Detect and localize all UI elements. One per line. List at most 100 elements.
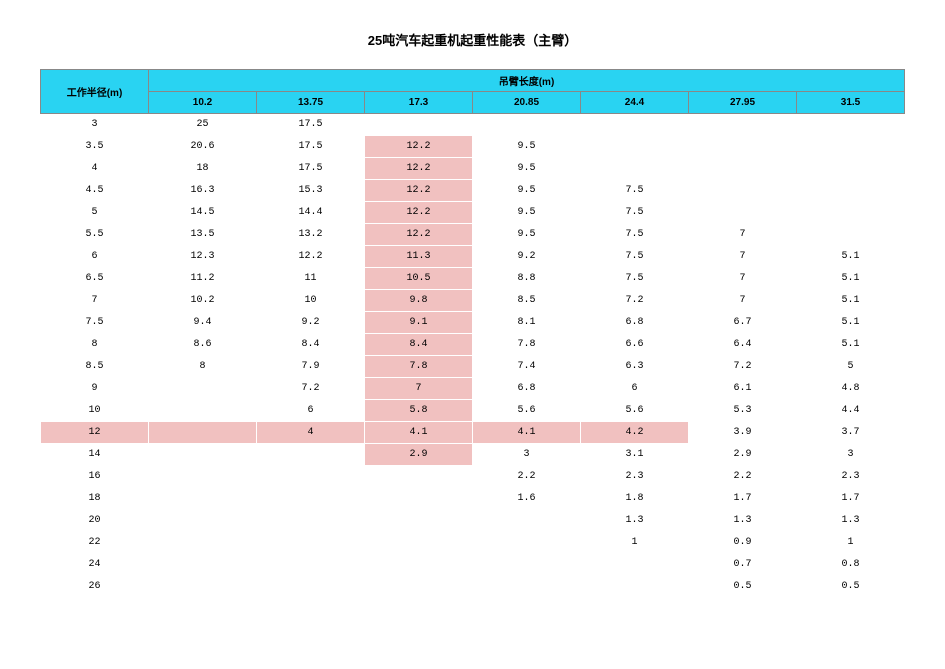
data-cell [365, 532, 473, 554]
row-header-label: 工作半径(m) [41, 70, 149, 114]
row-label: 7.5 [41, 312, 149, 334]
data-cell: 7 [689, 224, 797, 246]
column-header: 31.5 [797, 92, 905, 114]
data-cell [797, 202, 905, 224]
data-cell: 12.2 [257, 246, 365, 268]
column-header: 27.95 [689, 92, 797, 114]
data-cell [365, 114, 473, 136]
data-cell [257, 532, 365, 554]
data-cell: 7.5 [581, 268, 689, 290]
data-cell [365, 576, 473, 598]
column-header: 24.4 [581, 92, 689, 114]
row-label: 10 [41, 400, 149, 422]
row-label: 14 [41, 444, 149, 466]
data-cell: 7.8 [365, 356, 473, 378]
data-cell [257, 488, 365, 510]
data-cell [797, 136, 905, 158]
table-title: 25吨汽车起重机起重性能表（主臂） [40, 30, 905, 49]
data-cell [149, 466, 257, 488]
table-row: 6.511.21110.58.87.575.1 [41, 268, 905, 290]
data-cell: 12.3 [149, 246, 257, 268]
data-cell [149, 532, 257, 554]
data-cell: 1 [581, 532, 689, 554]
data-cell [257, 444, 365, 466]
data-cell: 5.1 [797, 290, 905, 312]
data-cell: 7.5 [581, 246, 689, 268]
data-cell: 4.1 [365, 422, 473, 444]
data-cell: 1.7 [797, 488, 905, 510]
data-cell [797, 158, 905, 180]
data-cell: 8.1 [473, 312, 581, 334]
table-row: 260.50.5 [41, 576, 905, 598]
data-cell: 1.3 [581, 510, 689, 532]
data-cell [581, 114, 689, 136]
data-cell: 6.8 [581, 312, 689, 334]
data-cell: 2.2 [689, 466, 797, 488]
data-cell: 8.4 [257, 334, 365, 356]
data-cell: 4 [257, 422, 365, 444]
data-cell [689, 136, 797, 158]
data-cell: 7 [689, 268, 797, 290]
data-cell: 18 [149, 158, 257, 180]
row-label: 22 [41, 532, 149, 554]
data-cell: 1.6 [473, 488, 581, 510]
table-row: 41817.512.29.5 [41, 158, 905, 180]
data-cell: 3 [797, 444, 905, 466]
table-row: 1065.85.65.65.34.4 [41, 400, 905, 422]
data-cell: 0.7 [689, 554, 797, 576]
data-cell [149, 422, 257, 444]
data-cell: 7.2 [257, 378, 365, 400]
performance-table: 工作半径(m) 吊臂长度(m) 10.213.7517.320.8524.427… [40, 69, 905, 598]
data-cell: 13.2 [257, 224, 365, 246]
data-cell [473, 510, 581, 532]
row-label: 18 [41, 488, 149, 510]
row-label: 4 [41, 158, 149, 180]
data-cell: 5 [797, 356, 905, 378]
data-cell: 0.5 [797, 576, 905, 598]
row-label: 4.5 [41, 180, 149, 202]
table-row: 181.61.81.71.7 [41, 488, 905, 510]
data-cell: 9.5 [473, 202, 581, 224]
data-cell: 16.3 [149, 180, 257, 202]
table-row: 2210.91 [41, 532, 905, 554]
data-cell [689, 180, 797, 202]
data-cell: 11 [257, 268, 365, 290]
table-row: 5.513.513.212.29.57.57 [41, 224, 905, 246]
data-cell: 7.8 [473, 334, 581, 356]
data-cell: 2.9 [365, 444, 473, 466]
data-cell [257, 466, 365, 488]
table-row: 88.68.48.47.86.66.45.1 [41, 334, 905, 356]
data-cell: 7.2 [581, 290, 689, 312]
data-cell: 2.3 [581, 466, 689, 488]
data-cell [149, 510, 257, 532]
data-cell [365, 510, 473, 532]
data-cell: 4.1 [473, 422, 581, 444]
table-row: 97.276.866.14.8 [41, 378, 905, 400]
table-row: 201.31.31.3 [41, 510, 905, 532]
data-cell: 3.9 [689, 422, 797, 444]
table-row: 32517.5 [41, 114, 905, 136]
data-cell: 7.2 [689, 356, 797, 378]
data-cell: 9.4 [149, 312, 257, 334]
row-label: 24 [41, 554, 149, 576]
data-cell [473, 554, 581, 576]
data-cell [149, 576, 257, 598]
data-cell: 4.4 [797, 400, 905, 422]
data-cell: 9.1 [365, 312, 473, 334]
data-cell: 11.3 [365, 246, 473, 268]
data-cell: 6.4 [689, 334, 797, 356]
data-cell: 9.2 [473, 246, 581, 268]
data-cell [689, 114, 797, 136]
data-cell: 8.8 [473, 268, 581, 290]
data-cell: 7.4 [473, 356, 581, 378]
column-header-row: 10.213.7517.320.8524.427.9531.5 [41, 92, 905, 114]
data-cell: 7.9 [257, 356, 365, 378]
data-cell: 7 [689, 290, 797, 312]
data-cell: 8.5 [473, 290, 581, 312]
data-cell: 7.5 [581, 224, 689, 246]
column-header: 10.2 [149, 92, 257, 114]
data-cell: 6.3 [581, 356, 689, 378]
data-cell: 9.5 [473, 180, 581, 202]
data-cell [257, 576, 365, 598]
data-cell: 5.3 [689, 400, 797, 422]
